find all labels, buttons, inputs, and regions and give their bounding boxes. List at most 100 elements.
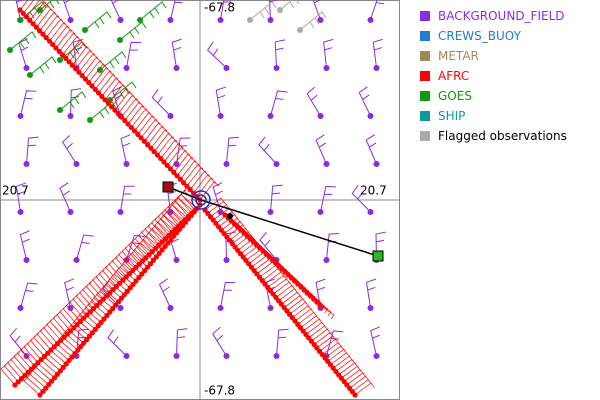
afrc-barb xyxy=(36,8,56,28)
background-ob xyxy=(173,161,180,167)
afrc-ob xyxy=(78,344,84,350)
afrc-ob xyxy=(61,334,67,340)
background-ob xyxy=(367,209,374,215)
afrc-barb xyxy=(114,91,135,111)
legend-item[interactable]: BACKGROUND_FIELD xyxy=(420,6,567,26)
background-ob xyxy=(367,17,374,23)
afrc-ob xyxy=(118,295,125,301)
barb xyxy=(126,234,145,261)
goes-ob xyxy=(57,57,63,63)
observations xyxy=(0,0,386,398)
afrc-ob xyxy=(113,302,119,308)
barb xyxy=(372,38,384,69)
afrc-ob xyxy=(30,21,36,27)
barb xyxy=(215,86,226,117)
background-ob xyxy=(173,257,180,263)
barb xyxy=(323,38,334,69)
goes-ob xyxy=(27,72,33,78)
afrc-barb xyxy=(101,77,122,97)
afrc-barb xyxy=(147,126,168,145)
goes-barb xyxy=(29,56,57,76)
background-ob xyxy=(123,65,130,71)
legend-item[interactable]: GOES xyxy=(420,86,567,106)
afrc-ob xyxy=(18,376,25,382)
afrc-ob xyxy=(48,347,54,353)
legend-item[interactable]: AFRC xyxy=(420,66,567,86)
background-ob xyxy=(123,161,130,167)
background-ob xyxy=(323,65,330,71)
afrc-ob xyxy=(185,213,192,219)
afrc-ob xyxy=(123,274,129,280)
afrc-ob xyxy=(57,368,63,374)
afrc-barb xyxy=(111,88,132,107)
barb xyxy=(268,0,278,21)
barb xyxy=(19,230,30,261)
barb xyxy=(62,0,71,21)
afrc-barb xyxy=(193,174,214,194)
goes-barb xyxy=(249,1,277,21)
afrc-ob xyxy=(136,274,142,281)
bottom-label: -67.8 xyxy=(204,384,235,398)
goes-ob xyxy=(37,7,43,13)
afrc-ob xyxy=(82,76,89,82)
afrc-ob xyxy=(147,261,154,267)
afrc-ob xyxy=(165,240,171,246)
barb xyxy=(358,86,371,117)
afrc-ob xyxy=(90,306,97,312)
background-ob xyxy=(367,305,374,311)
legend-swatch xyxy=(420,91,430,101)
afrc-barb xyxy=(104,81,125,101)
afrc-ob xyxy=(172,226,178,232)
legend-swatch xyxy=(420,31,430,41)
afrc-barb xyxy=(81,57,102,76)
afrc-barb xyxy=(127,105,148,125)
afrc-ob xyxy=(158,155,164,162)
background-ob xyxy=(317,209,324,215)
afrc-ob xyxy=(99,93,105,99)
afrc-ob xyxy=(105,100,111,106)
afrc-ob xyxy=(49,378,55,384)
afrc-ob xyxy=(168,236,174,243)
right-label: 20.7 xyxy=(360,184,387,198)
afrc-ob xyxy=(121,292,127,298)
afrc-barb xyxy=(199,181,220,201)
background-ob xyxy=(217,305,224,311)
afrc-ob xyxy=(120,277,126,283)
barb xyxy=(315,134,327,165)
goes-barb xyxy=(84,11,112,31)
afrc-ob xyxy=(317,302,323,308)
afrc-ob xyxy=(71,325,77,331)
afrc-barb xyxy=(121,98,142,118)
start-marker xyxy=(162,181,174,193)
afrc-ob xyxy=(50,41,56,48)
goes-barb xyxy=(59,91,87,111)
background-ob xyxy=(123,353,130,359)
track-line xyxy=(200,199,379,257)
background-ob xyxy=(267,305,274,311)
background-ob xyxy=(73,257,80,263)
barb xyxy=(370,326,381,357)
background-ob xyxy=(373,65,380,71)
legend-item[interactable]: SHIP xyxy=(420,106,567,126)
barb xyxy=(220,281,236,309)
afrc-ob xyxy=(167,166,174,172)
barb xyxy=(276,328,289,357)
afrc-barb xyxy=(23,375,41,396)
barb xyxy=(312,0,321,21)
afrc-ob xyxy=(64,331,70,337)
legend-item[interactable]: CREWS_BUOY xyxy=(420,26,567,46)
goes-barb xyxy=(139,1,167,21)
afrc-ob xyxy=(104,293,110,299)
background-ob xyxy=(267,113,274,119)
legend-item[interactable]: Flagged observations xyxy=(420,126,567,146)
afrc-ob xyxy=(37,392,43,398)
goes-barb xyxy=(39,0,60,11)
barb xyxy=(370,0,385,21)
legend-item[interactable]: METAR xyxy=(420,46,567,66)
afrc-ob xyxy=(187,187,193,193)
goes-barb xyxy=(89,101,117,121)
background-ob xyxy=(373,161,380,167)
afrc-ob xyxy=(189,210,195,216)
legend-label: SHIP xyxy=(438,109,466,123)
background-ob xyxy=(117,305,124,311)
